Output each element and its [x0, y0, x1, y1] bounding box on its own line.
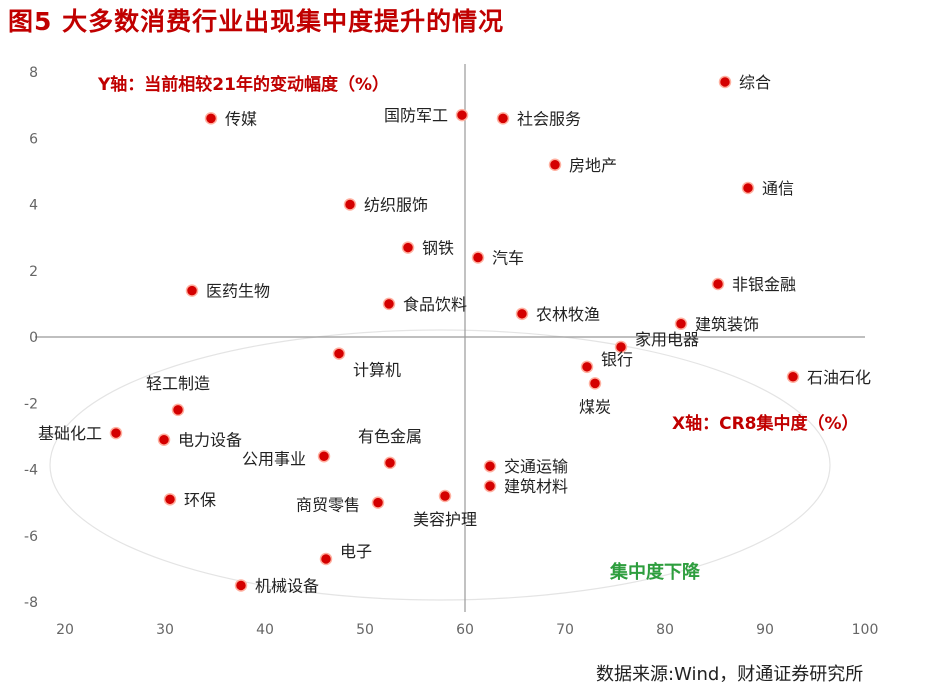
x-tick-labels: 20 30 40 50 60 70 80 90 100 — [56, 622, 878, 638]
point-label: 社会服务 — [517, 109, 581, 128]
data-point — [455, 108, 469, 122]
point-label: 综合 — [739, 73, 771, 92]
data-point — [185, 284, 199, 297]
data-point — [548, 158, 562, 171]
point-label: 纺织服饰 — [364, 196, 428, 215]
point-label: 环保 — [184, 490, 216, 509]
point-label: 建筑材料 — [504, 477, 568, 496]
data-point — [786, 370, 800, 383]
point-label: 美容护理 — [413, 510, 477, 529]
data-points — [109, 75, 800, 592]
x-tick-label: 20 — [56, 622, 74, 638]
point-label: 商贸零售 — [296, 496, 360, 515]
data-point — [515, 307, 529, 321]
data-point — [614, 340, 628, 354]
point-label: 农林牧渔 — [536, 305, 600, 324]
point-label: 通信 — [762, 179, 794, 198]
point-label: 交通运输 — [504, 457, 568, 476]
point-label: 家用电器 — [635, 330, 699, 349]
y-axis-label: Y轴：当前相较21年的变动幅度（%） — [97, 74, 389, 95]
data-point — [371, 496, 385, 509]
data-point — [483, 479, 497, 493]
data-point — [343, 198, 357, 211]
point-label: 传媒 — [225, 109, 257, 128]
x-tick-label: 50 — [356, 622, 374, 638]
point-label: 房地产 — [569, 156, 617, 175]
point-label: 计算机 — [353, 361, 401, 380]
y-tick-label: -4 — [24, 463, 38, 479]
point-label: 有色金属 — [358, 427, 422, 446]
data-source: 数据来源:Wind，财通证券研究所 — [596, 664, 864, 685]
data-point — [171, 403, 185, 417]
data-point — [580, 360, 594, 374]
point-label: 煤炭 — [579, 397, 611, 416]
point-label: 医药生物 — [206, 282, 270, 301]
data-point — [109, 426, 123, 440]
point-label: 汽车 — [492, 249, 524, 268]
point-label: 银行 — [601, 350, 633, 369]
x-tick-label: 100 — [852, 622, 879, 638]
data-point — [317, 450, 331, 463]
data-point — [319, 552, 333, 566]
data-point — [382, 297, 396, 311]
y-tick-label: 6 — [29, 131, 38, 147]
data-point — [157, 433, 171, 446]
data-point — [471, 251, 485, 264]
x-tick-label: 70 — [556, 622, 574, 638]
y-tick-label: -8 — [24, 595, 38, 611]
y-tick-label: 8 — [29, 65, 38, 81]
point-label: 非银金融 — [732, 275, 796, 294]
point-label: 基础化工 — [38, 424, 102, 443]
point-label: 国防军工 — [384, 106, 448, 125]
x-axis-label: X轴：CR8集中度（%） — [672, 413, 859, 434]
data-point — [588, 377, 602, 390]
data-point — [383, 456, 397, 470]
point-label: 公用事业 — [242, 449, 306, 468]
x-tick-label: 90 — [756, 622, 774, 638]
data-point — [496, 112, 510, 125]
point-label: 轻工制造 — [146, 374, 210, 393]
y-tick-label: 0 — [29, 330, 38, 346]
y-tick-label: -2 — [24, 396, 38, 412]
point-label: 电力设备 — [178, 431, 242, 450]
data-point — [674, 317, 688, 330]
data-point — [711, 277, 725, 291]
data-point — [163, 493, 177, 506]
y-tick-label: 4 — [29, 198, 38, 214]
figure-title: 图5 大多数消费行业出现集中度提升的情况 — [8, 7, 505, 36]
data-point — [438, 489, 452, 503]
point-label: 机械设备 — [255, 576, 319, 595]
point-label: 石油石化 — [807, 368, 871, 387]
data-point — [332, 347, 346, 360]
data-point — [401, 241, 415, 254]
point-label: 建筑装饰 — [695, 315, 759, 334]
data-point — [234, 579, 248, 592]
data-point — [741, 181, 755, 195]
data-point — [483, 459, 497, 473]
y-tick-labels: 8 6 4 2 0 -2 -4 -6 -8 — [24, 65, 38, 611]
point-label: 食品饮料 — [403, 295, 467, 314]
y-tick-label: 2 — [29, 264, 38, 280]
point-label: 钢铁 — [422, 239, 454, 258]
x-tick-label: 60 — [456, 622, 474, 638]
data-point — [718, 75, 732, 89]
point-label: 电子 — [340, 542, 372, 561]
data-point — [204, 112, 218, 125]
x-tick-label: 40 — [256, 622, 274, 638]
decline-region-ellipse — [49, 329, 831, 601]
decline-annotation: 集中度下降 — [609, 561, 701, 583]
x-tick-label: 80 — [656, 622, 674, 638]
x-tick-label: 30 — [156, 622, 174, 638]
y-tick-label: -6 — [24, 529, 38, 545]
